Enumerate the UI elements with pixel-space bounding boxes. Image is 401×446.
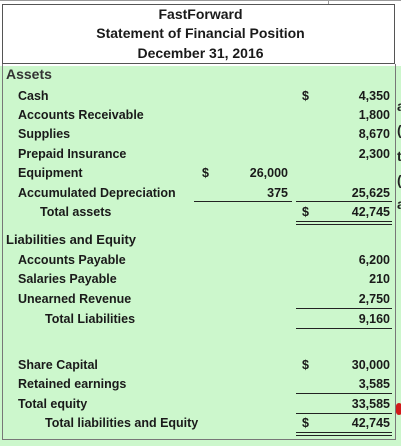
liabilities-equity-heading: Liabilities and Equity <box>6 232 137 247</box>
equipment-value: 26,000 <box>249 166 288 180</box>
total-equity-underline <box>296 413 392 414</box>
header-top-gridline <box>0 0 401 1</box>
equipment-currency: $ <box>202 166 209 180</box>
unearned-revenue-value: 2,750 <box>358 292 390 306</box>
salaries-payable-label: Salaries Payable <box>18 272 117 286</box>
total-liabilities-equity-currency: $ <box>302 416 309 430</box>
statement-border <box>2 64 396 440</box>
statement-body <box>0 66 401 446</box>
total-equity-value: 33,585 <box>351 397 390 411</box>
total-assets-currency: $ <box>302 205 309 219</box>
total-assets-double-line-b <box>296 224 392 225</box>
share-capital-currency: $ <box>302 358 309 372</box>
salaries-payable-value: 210 <box>369 272 390 286</box>
company-name: FastForward <box>158 6 243 22</box>
total-liabilities-equity-value: 42,745 <box>351 416 390 430</box>
edge-red-marker <box>396 403 401 415</box>
accounts-receivable-label: Accounts Receivable <box>18 108 144 122</box>
retained-earnings-value: 3,585 <box>358 377 390 391</box>
accumulated-depreciation-label: Accumulated Depreciation <box>18 186 176 200</box>
equity-subtotal-line <box>296 393 392 394</box>
cash-label: Cash <box>18 89 49 103</box>
accumulated-depreciation-value: 375 <box>267 186 288 200</box>
statement-title: Statement of Financial Position <box>96 25 305 41</box>
net-equipment-value: 25,625 <box>351 186 390 200</box>
edge-fragment: t <box>397 148 401 164</box>
total-le-double-line-b <box>296 435 392 436</box>
statement-date: December 31, 2016 <box>137 45 264 61</box>
accounts-payable-label: Accounts Payable <box>18 253 126 267</box>
accounts-payable-value: 6,200 <box>358 253 390 267</box>
share-capital-label: Share Capital <box>18 358 98 372</box>
total-liabilities-label: Total Liabilities <box>45 312 136 326</box>
total-equity-label: Total equity <box>18 397 88 411</box>
statement-header: FastForward Statement of Financial Posit… <box>0 0 401 66</box>
prepaid-insurance-value: 2,300 <box>358 147 390 161</box>
cash-currency: $ <box>302 89 309 103</box>
edge-fragment: a <box>397 98 401 114</box>
supplies-label: Supplies <box>18 127 71 141</box>
assets-subtotal-line <box>296 201 392 202</box>
total-assets-double-line-a <box>296 221 392 222</box>
prepaid-insurance-label: Prepaid Insurance <box>18 147 127 161</box>
total-liabilities-equity-label: Total liabilities and Equity <box>45 416 199 430</box>
cash-value: 4,350 <box>358 89 390 103</box>
retained-earnings-label: Retained earnings <box>18 377 127 391</box>
assets-heading: Assets <box>6 66 52 82</box>
share-capital-value: 30,000 <box>351 358 390 372</box>
equipment-underline <box>194 201 292 202</box>
unearned-revenue-label: Unearned Revenue <box>18 292 132 306</box>
edge-fragment: ( <box>397 172 401 188</box>
total-le-double-line-a <box>296 432 392 433</box>
edge-fragment: ( <box>397 122 401 138</box>
liabilities-subtotal-line <box>296 308 392 309</box>
equipment-label: Equipment <box>18 166 83 180</box>
edge-fragment: a <box>397 196 401 212</box>
total-liabilities-underline <box>296 328 392 329</box>
header-box <box>2 4 395 64</box>
accounts-receivable-value: 1,800 <box>358 108 390 122</box>
total-assets-label: Total assets <box>40 205 112 219</box>
total-assets-value: 42,745 <box>351 205 390 219</box>
total-liabilities-value: 9,160 <box>358 312 390 326</box>
header-column-gridline <box>328 0 329 5</box>
supplies-value: 8,670 <box>358 127 390 141</box>
